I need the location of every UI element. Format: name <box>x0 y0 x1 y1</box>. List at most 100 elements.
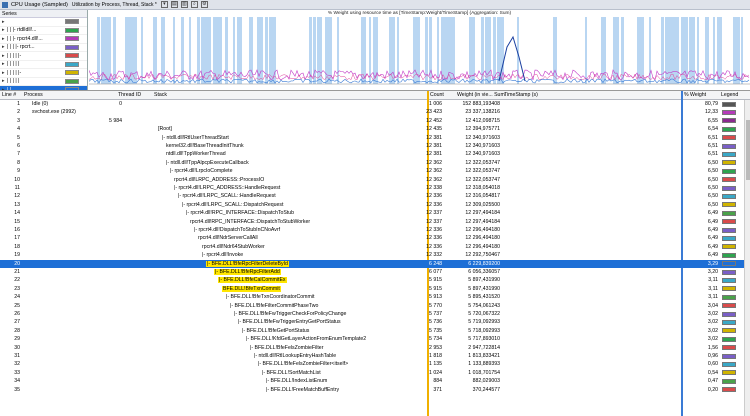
expand-arrow-icon[interactable]: ▸ <box>2 86 5 93</box>
table-row[interactable]: 32 |- BFE.DLL!BfeFelsZombieFilter<itself>… <box>0 360 750 368</box>
legend-swatch <box>722 286 736 292</box>
series-line <box>89 73 750 81</box>
chevron-down-icon[interactable]: ▾ <box>160 1 168 8</box>
series-row[interactable]: ▸ | | | |- rpcrt... <box>0 44 87 52</box>
cell-line: 11 <box>14 185 20 191</box>
col-pct-weight[interactable]: % Weight <box>684 92 707 98</box>
table-row[interactable]: 20 |- BFE.DLL!BfeRpcFilterDeleteById 6 248… <box>0 259 750 268</box>
table-row[interactable]: 24 |- BFE.DLL!BfeTxnCoordinatorCommit 5 91… <box>0 293 750 301</box>
selection-band <box>685 17 688 84</box>
table-row[interactable]: 9 |- rpcrt4.dll!LrpcIoComplete 12 362 12 32… <box>0 167 750 175</box>
table-row[interactable]: 28 |- BFE.DLL!BfeGetPortStatus 5 735 5 718,… <box>0 327 750 335</box>
table-row[interactable]: 12 |- rpcrt4.dll!LRPC_SCALL::HandleReques… <box>0 192 750 200</box>
vertical-scrollbar[interactable] <box>744 100 750 416</box>
cell-pct-weight: 6,54 <box>707 126 718 133</box>
table-row[interactable]: 7 ntdll.dll!TppWorkerThread 12 381 12 340,9… <box>0 150 750 158</box>
table-row[interactable]: 25 |- BFE.DLL!BfeFilterCommitPhaseTwo 5 77… <box>0 302 750 310</box>
table-view-icon[interactable]: ▤ <box>170 1 178 8</box>
expand-arrow-icon[interactable]: ▸ <box>2 61 5 68</box>
table-row[interactable]: 34 |- BFE.DLL!IndexListEnum 884 882,029003 0… <box>0 377 750 385</box>
selection-band <box>441 17 446 84</box>
table-row[interactable]: 21 |- BFE.DLL!BfeRpcFilterAdd 6 077 6 056,3… <box>0 268 750 276</box>
table-row[interactable]: 31 |- ntdll.dll!RtlLookupEntryHashTable 1 … <box>0 352 750 360</box>
expand-arrow-icon[interactable]: ▸ <box>2 44 5 51</box>
series-row[interactable]: ▸ | | |- rpcrt4.dll!... <box>0 35 87 44</box>
table-row[interactable]: 33 |- BFE.DLL!SortMatchList 1 024 1 018,701… <box>0 369 750 377</box>
column-divider-blue[interactable] <box>681 91 683 416</box>
table-row[interactable]: 4 [Root] 12 435 12 394,975771 6,54 <box>0 125 750 133</box>
table-row[interactable]: 8 |- ntdll.dll!TppAlpcpExecuteCallback 12 … <box>0 159 750 167</box>
legend-swatch <box>722 319 736 325</box>
cell-line: 1 <box>17 101 20 107</box>
series-row[interactable]: ▸ | | | | | <box>0 61 87 69</box>
gear-icon[interactable]: ⚙ <box>200 1 208 8</box>
cell-pct-weight: 6,49 <box>707 210 718 217</box>
table-row[interactable]: 35 |- BFE.DLL!FreeMatchBuffEntry 371 370,24… <box>0 386 750 394</box>
col-legend[interactable]: Legend <box>721 92 739 98</box>
col-thread-id[interactable]: Thread ID <box>118 92 142 98</box>
series-row[interactable]: ▸ | | | | |- <box>0 52 87 61</box>
series-row[interactable]: ▸ | | |- rtdlldll!... <box>0 27 87 35</box>
table-row[interactable]: 14 |- rpcrt4.dll!RPC_INTERFACE::DispatchT… <box>0 209 750 217</box>
selection-band <box>501 17 504 84</box>
stack-frame-text: |- BFE.DLL!BfeCalCommitEx <box>218 277 287 284</box>
legend-swatch <box>722 193 736 199</box>
table-row[interactable]: 5 |- ntdll.dll!RtlUserThreadStart 12 381 12… <box>0 134 750 142</box>
table-row[interactable]: 2 svchost.exe (2992) 23 423 23 337,138216 12… <box>0 108 750 116</box>
column-divider-gold[interactable] <box>427 91 429 416</box>
selection-band <box>257 17 263 84</box>
selection-band <box>689 17 695 84</box>
cell-count: 5 913 <box>429 294 442 301</box>
col-weight[interactable]: Weight (in vie... Sum <box>457 92 505 98</box>
series-row[interactable]: ▸ <box>0 18 87 27</box>
table-row[interactable]: 29 |- BFE.DLL!KfdGetLayerActionFromEnumTe… <box>0 335 750 343</box>
table-row[interactable]: 27 |- BFE.DLL!BfeFwTriggerEntryGetPortSta… <box>0 318 750 326</box>
graph-area[interactable]: % Weight using resource time as [TimeSta… <box>89 10 750 90</box>
series-row[interactable]: ▸ | | | | |- <box>0 69 87 78</box>
cell-count: 6 077 <box>429 269 442 275</box>
series-row[interactable]: ▸ | | | | | <box>0 78 87 86</box>
table-row[interactable]: 11 |- rpcrt4.dll!LRPC_ADDRESS::HandleRequ… <box>0 184 750 192</box>
table-row[interactable]: 30 |- BFE.DLL!BfeFelsZombieFilter 2 953 2 9… <box>0 344 750 352</box>
table-row[interactable]: 15 rpcrt4.dll!RPC_INTERFACE::DispatchToSt… <box>0 218 750 226</box>
expand-arrow-icon[interactable]: ▸ <box>2 27 5 34</box>
cell-pct-weight: 0,60 <box>707 361 718 368</box>
table-row[interactable]: 22 |- BFE.DLL!BfeCalCommitEx 5 915 5 897,43… <box>0 276 750 284</box>
table-row[interactable]: 6 kernel32.dll!BaseThreadInitThunk 12 381 1… <box>0 142 750 150</box>
expand-arrow-icon[interactable]: ▸ <box>2 78 5 85</box>
cell-count: 12 381 <box>426 151 442 158</box>
table-row[interactable]: 10 rpcrt4.dll!LRPC_ADDRESS::ProcessIO 12 3… <box>0 176 750 184</box>
table-row[interactable]: 13 |- rpcrt4.dll!LRPC_SCALL::DispatchRequ… <box>0 201 750 209</box>
col-count[interactable]: Count <box>430 92 444 98</box>
table-row[interactable]: 17 rpcrt4.dll!NdrServerCallAll 12 336 12 29… <box>0 234 750 242</box>
selection-band <box>553 17 557 84</box>
table-row[interactable]: 19 |- rpcrt4.dll!Invoke 12 332 12 292,75046… <box>0 251 750 259</box>
table-row[interactable]: 16 |- rpcrt4.dll!DispatchToStubInCNoAvrf 1… <box>0 226 750 234</box>
cell-weight: 5 754,061243 <box>468 302 500 309</box>
graph-svg[interactable] <box>89 17 750 90</box>
selection-band <box>105 17 111 84</box>
expand-arrow-icon[interactable]: ▸ <box>2 69 5 76</box>
search-icon[interactable]: ⌕ <box>190 1 198 8</box>
legend-swatch <box>722 252 736 258</box>
view-preset-dropdown[interactable]: Utilization by Process, Thread, Stack * <box>71 1 157 8</box>
selection-band <box>181 17 184 84</box>
table-row[interactable]: 1 Idle (0) 0 1 006 152 883,193408 80,79 <box>0 100 750 108</box>
table-row[interactable]: 3 5 984 12 452 12 412,098715 6,55 <box>0 117 750 125</box>
expand-arrow-icon[interactable]: ▸ <box>2 18 5 25</box>
cell-line: 16 <box>14 227 20 233</box>
col-stack[interactable]: Stack <box>154 92 167 98</box>
table-row[interactable]: 18 rpcrt4.dll!Ndr64StubWorker 12 336 12 296… <box>0 243 750 251</box>
table-row[interactable]: 23 BFE.DLL!BfeTxnCommit 5 915 5 897,431990 3… <box>0 285 750 293</box>
table-row[interactable]: 26 |- BFE.DLL!BfeFwTriggerCheckForPolicyC… <box>0 310 750 318</box>
expand-arrow-icon[interactable]: ▸ <box>2 52 5 59</box>
legend-swatch <box>722 353 736 359</box>
scrollbar-thumb[interactable] <box>746 120 750 180</box>
col-timestamp[interactable]: TimeStamp (s) <box>504 92 538 98</box>
col-line[interactable]: Line # <box>2 92 17 98</box>
col-process[interactable]: Process <box>24 92 43 98</box>
chart-view-icon[interactable]: ▥ <box>180 1 188 8</box>
selection-band <box>161 17 165 84</box>
cell-weight: 12 322,053747 <box>465 159 500 166</box>
expand-arrow-icon[interactable]: ▸ <box>2 35 5 42</box>
